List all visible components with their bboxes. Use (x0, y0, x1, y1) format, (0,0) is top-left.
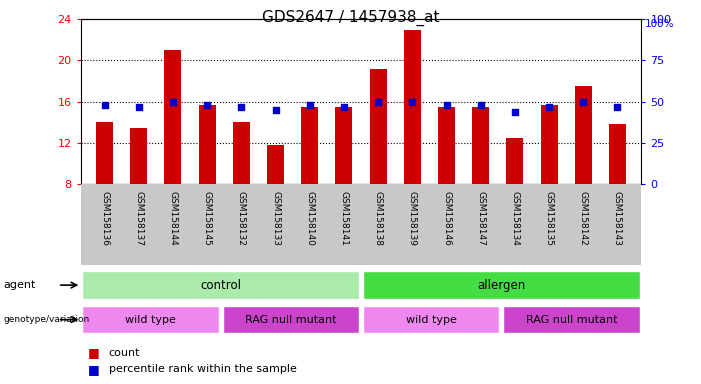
Text: GSM158133: GSM158133 (271, 191, 280, 246)
Bar (301, 107, 318, 184)
Bar (198, 105, 216, 184)
Text: GSM158138: GSM158138 (374, 191, 383, 246)
Point (168, 99, 179, 105)
Text: GSM158134: GSM158134 (510, 191, 519, 246)
Text: ■: ■ (88, 363, 100, 376)
Text: GSM158142: GSM158142 (579, 191, 587, 245)
Point (612, 104, 623, 110)
Text: control: control (200, 279, 241, 291)
Text: wild type: wild type (406, 314, 456, 325)
Point (475, 102, 486, 108)
Bar (609, 124, 626, 184)
Text: agent: agent (4, 280, 36, 290)
Point (510, 109, 521, 115)
Text: allergen: allergen (477, 279, 525, 291)
Text: GSM158136: GSM158136 (100, 191, 109, 246)
Point (133, 104, 144, 110)
Point (304, 102, 315, 108)
Text: GSM158135: GSM158135 (545, 191, 554, 246)
Text: GSM158143: GSM158143 (613, 191, 622, 246)
Bar (540, 105, 557, 184)
Text: wild type: wild type (125, 314, 176, 325)
Bar (233, 122, 250, 184)
Bar (165, 50, 182, 184)
Text: GSM158140: GSM158140 (305, 191, 314, 246)
Text: RAG null mutant: RAG null mutant (526, 314, 617, 325)
Text: RAG null mutant: RAG null mutant (245, 314, 336, 325)
Text: ■: ■ (88, 346, 100, 359)
Text: GSM158132: GSM158132 (237, 191, 246, 246)
Bar (503, 306, 640, 333)
Bar (130, 127, 147, 184)
Bar (404, 30, 421, 184)
Bar (83, 306, 219, 333)
Text: percentile rank within the sample: percentile rank within the sample (109, 364, 297, 374)
Bar (438, 107, 455, 184)
Bar (575, 86, 592, 184)
Point (578, 99, 589, 105)
Bar (83, 271, 360, 299)
Text: GSM158139: GSM158139 (408, 191, 417, 246)
Text: GSM158141: GSM158141 (339, 191, 348, 246)
Bar (369, 69, 387, 184)
Text: GDS2647 / 1457938_at: GDS2647 / 1457938_at (261, 10, 440, 26)
Point (543, 104, 554, 110)
Point (441, 102, 452, 108)
Bar (506, 138, 524, 184)
Bar (472, 107, 489, 184)
Point (99, 102, 110, 108)
Bar (223, 306, 360, 333)
Point (270, 107, 281, 113)
Bar (267, 145, 284, 184)
Text: GSM158137: GSM158137 (135, 191, 143, 246)
Text: GSM158144: GSM158144 (168, 191, 177, 245)
Text: count: count (109, 348, 140, 358)
Point (236, 104, 247, 110)
Bar (96, 122, 113, 184)
Point (201, 102, 212, 108)
Text: genotype/variation: genotype/variation (4, 315, 90, 324)
Text: GSM158145: GSM158145 (203, 191, 212, 246)
Bar (363, 271, 640, 299)
Text: 100%: 100% (645, 19, 674, 29)
Point (372, 99, 383, 105)
Text: GSM158147: GSM158147 (476, 191, 485, 246)
Bar (335, 107, 353, 184)
Bar (363, 306, 500, 333)
Point (339, 104, 350, 110)
Point (407, 99, 418, 105)
Text: GSM158146: GSM158146 (442, 191, 451, 246)
